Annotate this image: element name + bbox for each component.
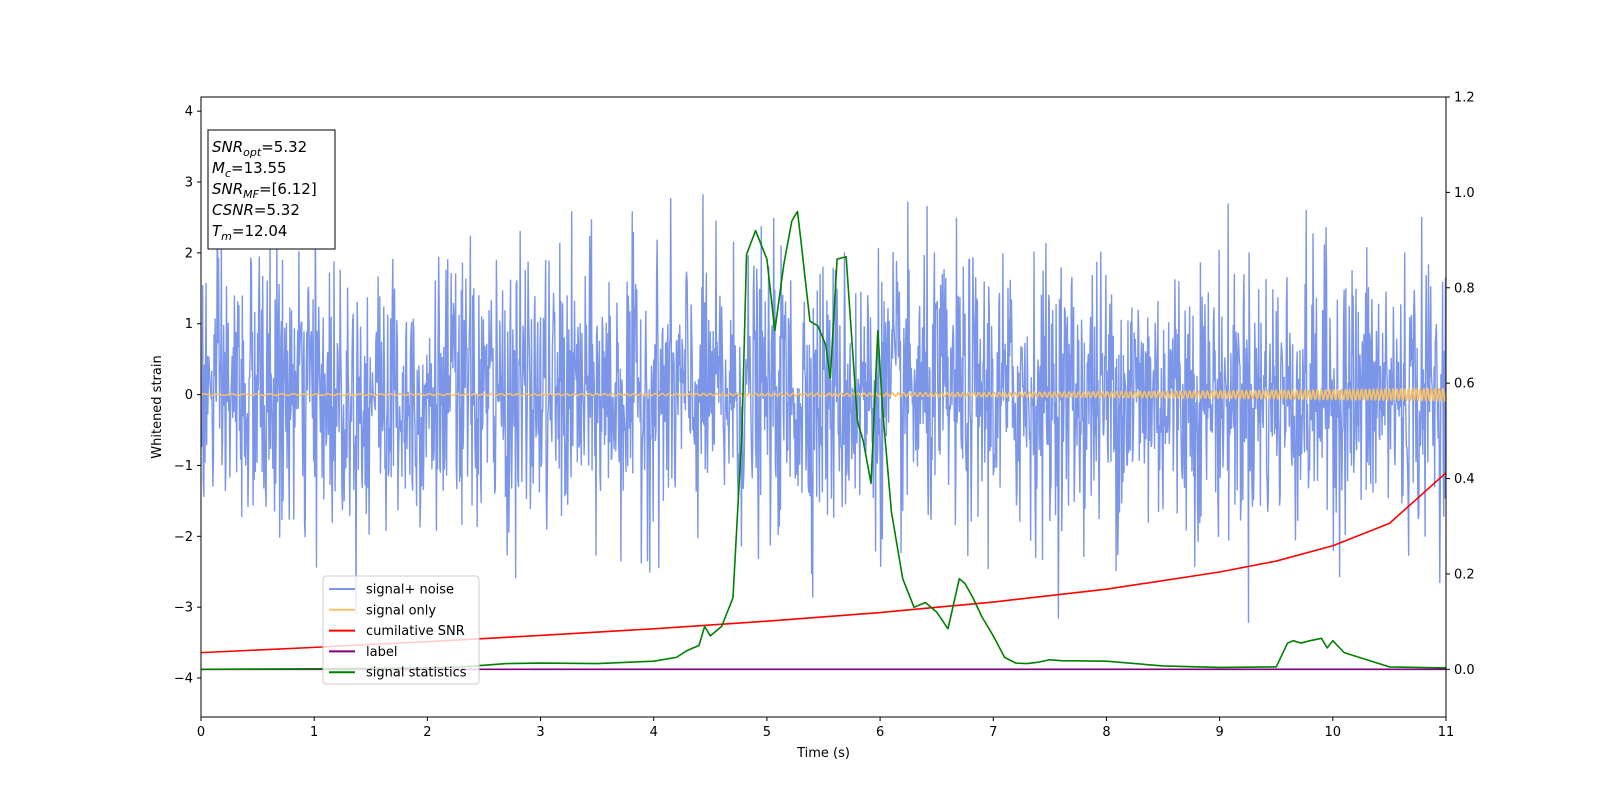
y-tick-label: 4 bbox=[185, 105, 193, 120]
legend-label: signal statistics bbox=[366, 666, 467, 681]
legend-label: label bbox=[366, 645, 397, 660]
series-line-4 bbox=[201, 210, 1446, 671]
info-box-frame bbox=[207, 129, 336, 250]
x-axis-label: Time (s) bbox=[796, 746, 850, 761]
info-box: SNRopt=5.32Mc=13.55SNRMF=[6.12]CSNR=5.32… bbox=[207, 129, 336, 250]
x-tick-label: 6 bbox=[876, 725, 884, 740]
y-axis-right: 0.0 0.2 0.4 0.6 0.8 1.0 1.2 bbox=[1446, 91, 1475, 678]
y-tick-label: 2 bbox=[185, 246, 193, 261]
y-tick-label: 0 bbox=[185, 388, 193, 403]
x-tick-label: 4 bbox=[650, 725, 658, 740]
legend: signal+ noise signal only cumilative SNR la… bbox=[322, 575, 480, 685]
legend-frame bbox=[322, 575, 480, 685]
y2-tick-label: 0.4 bbox=[1454, 472, 1475, 487]
y-axis-left: 4 3 2 1 0 −1 −2 −3 −4 bbox=[174, 105, 201, 687]
y2-tick-label: 1.2 bbox=[1454, 91, 1475, 106]
x-tick-label: 3 bbox=[536, 725, 544, 740]
y-tick-label: −2 bbox=[174, 530, 193, 545]
y2-tick-label: 0.8 bbox=[1454, 281, 1475, 296]
plot-frame bbox=[200, 96, 1447, 718]
y-tick-label: 3 bbox=[185, 176, 193, 191]
x-tick-label: 7 bbox=[989, 725, 997, 740]
y-tick-label: −4 bbox=[174, 672, 193, 687]
x-tick-label: 8 bbox=[1102, 725, 1110, 740]
info-box-line: Mc=13.55 bbox=[212, 159, 287, 180]
series-line-0 bbox=[201, 193, 1446, 623]
info-box-line: SNRMF=[6.12] bbox=[212, 180, 317, 201]
y2-tick-label: 0.0 bbox=[1454, 663, 1475, 678]
legend-label: signal only bbox=[366, 603, 436, 618]
info-box-line: CSNR=5.32 bbox=[212, 201, 300, 219]
x-tick-label: 0 bbox=[197, 725, 205, 740]
legend-label: signal+ noise bbox=[366, 583, 454, 598]
y2-tick-label: 0.2 bbox=[1454, 567, 1475, 582]
info-box-line: SNRopt=5.32 bbox=[212, 138, 307, 159]
x-tick-label: 9 bbox=[1215, 725, 1223, 740]
x-tick-label: 5 bbox=[763, 725, 771, 740]
x-tick-label: 2 bbox=[423, 725, 431, 740]
x-tick-label: 11 bbox=[1438, 725, 1455, 740]
y-tick-label: −1 bbox=[174, 459, 193, 474]
y2-tick-label: 0.6 bbox=[1454, 377, 1475, 392]
y-tick-label: 1 bbox=[185, 317, 193, 332]
legend-label: cumilative SNR bbox=[366, 624, 465, 639]
x-axis: 0 1 2 3 4 5 6 7 8 9 10 11 bbox=[197, 717, 1454, 740]
info-box-line: Tm=12.04 bbox=[212, 222, 287, 243]
y-tick-label: −3 bbox=[174, 601, 193, 616]
series-line-1 bbox=[201, 387, 1446, 402]
x-tick-label: 1 bbox=[310, 725, 318, 740]
x-tick-label: 10 bbox=[1325, 725, 1342, 740]
y-axis-label: Whitened strain bbox=[150, 355, 165, 458]
y2-tick-label: 1.0 bbox=[1454, 186, 1475, 201]
